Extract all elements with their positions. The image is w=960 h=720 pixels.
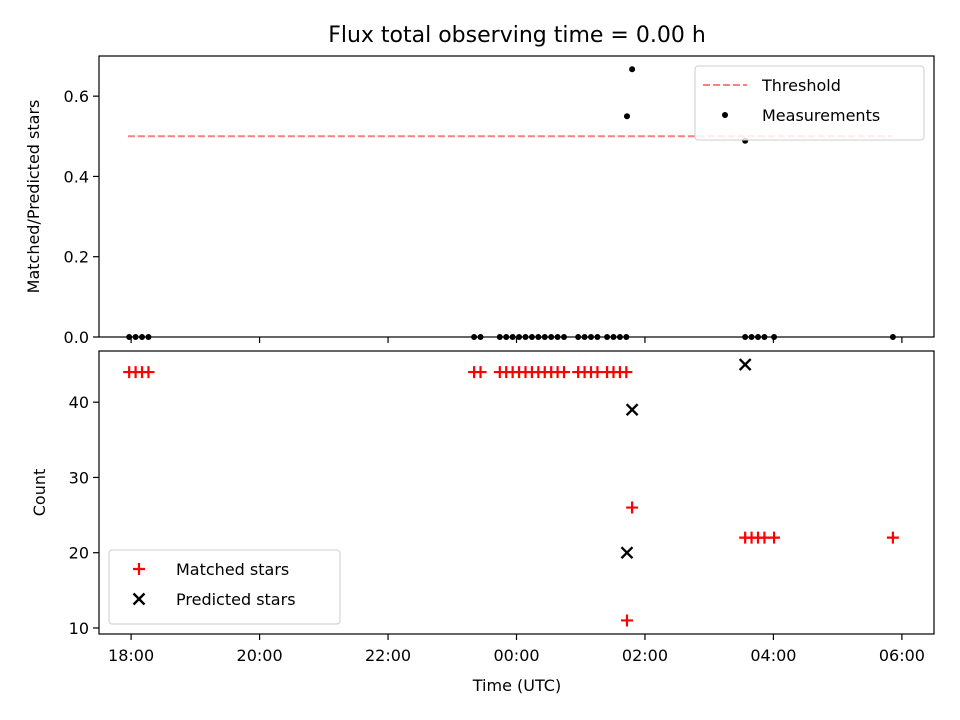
matched-stars-point <box>558 366 571 379</box>
x-tick-label: 18:00 <box>108 646 154 665</box>
legend-box <box>694 65 925 141</box>
matched-stars-point <box>886 531 899 544</box>
ratio-legend: Threshold Measurements <box>694 65 925 141</box>
ratio-panel: 0.0 0.2 0.4 0.6 Matched/Predicted stars Thr… <box>24 55 935 347</box>
matched-stars-point <box>474 366 487 379</box>
measurements-point <box>623 113 630 120</box>
ratio-ylabel: Matched/Predicted stars <box>24 100 43 294</box>
y-tick-label: 0.6 <box>64 87 89 106</box>
x-axis-label: Time (UTC) <box>472 676 561 695</box>
matched-stars-point <box>620 614 633 627</box>
x-tick-label: 06:00 <box>879 646 925 665</box>
counts-legend: Matched stars Predicted stars <box>108 549 341 625</box>
counts-panel: 18:00 20:00 22:00 00:00 02:00 04:00 06:00 10 20… <box>30 350 935 695</box>
y-tick-label: 0.0 <box>64 328 89 347</box>
x-tick-label: 22:00 <box>365 646 411 665</box>
chart-title: Flux total observing time = 0.00 h <box>328 23 706 48</box>
x-tick-label: 02:00 <box>622 646 668 665</box>
legend-predicted-stars-handle <box>132 592 146 606</box>
matched-stars-point <box>142 366 155 379</box>
y-tick-label: 0.2 <box>64 248 89 267</box>
y-tick-label: 0.4 <box>64 167 89 186</box>
predicted-stars-point <box>738 358 752 371</box>
legend-matched-stars-handle <box>133 563 145 575</box>
matched-stars-point <box>620 366 633 379</box>
x-tick-label: 00:00 <box>493 646 539 665</box>
y-tick-label: 20 <box>69 544 89 563</box>
predicted-stars-point <box>620 546 634 560</box>
legend-label: Matched stars <box>176 560 289 579</box>
x-tick-label: 20:00 <box>237 646 283 665</box>
legend-label: Measurements <box>762 106 880 125</box>
matched-stars-point <box>768 531 781 544</box>
y-tick-label: 40 <box>69 393 89 412</box>
legend-box <box>108 549 341 625</box>
legend-label: Predicted stars <box>176 590 296 609</box>
predicted-stars-point <box>625 403 639 417</box>
count-ylabel: Count <box>30 469 49 517</box>
matched-stars-point <box>626 501 639 514</box>
x-tick-label: 04:00 <box>750 646 796 665</box>
y-tick-label: 10 <box>69 619 89 638</box>
measurements-point <box>629 66 636 73</box>
y-tick-label: 30 <box>69 468 89 487</box>
legend-label: Threshold <box>761 76 841 95</box>
legend-measurements-handle <box>722 112 728 118</box>
